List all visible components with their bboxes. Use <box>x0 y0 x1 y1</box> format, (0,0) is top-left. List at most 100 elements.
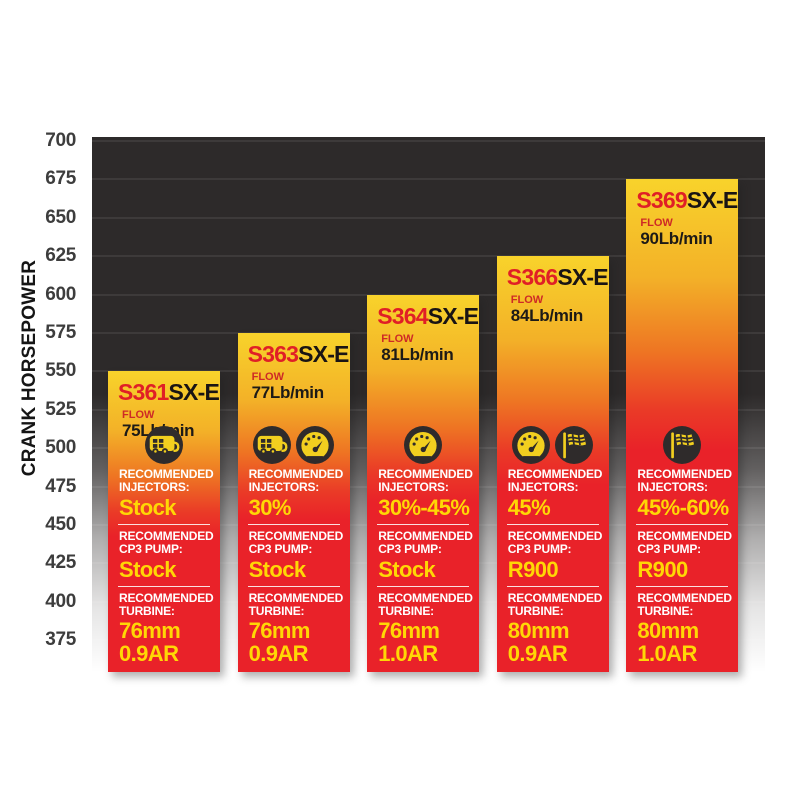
turbo-bar-s369: S369SX-E FLOW 90Lb/min RECOMMENDED INJEC… <box>626 179 739 672</box>
cp3-spec: RECOMMENDED CP3 PUMP: R900 <box>497 529 609 582</box>
turbo-bar-s364: S364SX-E FLOW 81Lb/min RECOMMENDED INJEC… <box>367 294 480 672</box>
injectors-value: 30%-45% <box>378 494 470 520</box>
injectors-value: 30% <box>248 495 292 520</box>
turbine-label: RECOMMENDED TURBINE: <box>507 590 603 618</box>
injectors-label: RECOMMENDED INJECTORS: <box>637 466 732 494</box>
cp3-label: RECOMMENDED CP3 PUMP: <box>637 528 732 556</box>
turbine-size: 76mm <box>248 618 311 643</box>
cp3-label: RECOMMENDED CP3 PUMP: <box>119 528 214 556</box>
cp3-spec: RECOMMENDED CP3 PUMP: Stock <box>108 528 220 582</box>
flag-icon <box>663 425 702 464</box>
icon-row <box>238 426 350 464</box>
bar-specs: RECOMMENDED INJECTORS: 45% RECOMMENDED C… <box>497 425 609 672</box>
turbine-spec: RECOMMENDED TURBINE: 76mm 1.0AR <box>367 590 479 664</box>
injectors-label: RECOMMENDED INJECTORS: <box>507 466 603 494</box>
bar-specs: RECOMMENDED INJECTORS: 30% RECOMMENDED C… <box>238 426 350 672</box>
y-tick-label: 700 <box>45 130 76 151</box>
bar-header: S364SX-E FLOW 81Lb/min <box>367 295 479 364</box>
y-tick-label: 550 <box>45 360 76 382</box>
turbine-label: RECOMMENDED TURBINE: <box>378 590 473 618</box>
flag-icon <box>555 425 594 464</box>
divider <box>118 585 210 587</box>
model-number: S364 <box>377 302 428 329</box>
model-title: S369SX-E <box>636 187 738 214</box>
y-tick-label: 400 <box>45 590 76 612</box>
injectors-value: 45% <box>507 494 551 520</box>
y-tick-label: 625 <box>45 245 76 267</box>
turbo-bar-s361: S361SX-E FLOW 75Lb/min RECOMMENDED INJEC… <box>108 371 220 672</box>
model-title: S361SX-E <box>118 379 220 406</box>
y-tick-label: 425 <box>45 552 76 574</box>
turbine-spec: RECOMMENDED TURBINE: 80mm 1.0AR <box>626 590 738 666</box>
model-series: SX-E <box>557 264 608 291</box>
cp3-label: RECOMMENDED CP3 PUMP: <box>248 529 344 556</box>
y-tick-label: 600 <box>45 283 76 305</box>
turbo-bar-s363: S363SX-E FLOW 77Lb/min RECOMMENDED INJEC… <box>237 333 350 672</box>
gauge-icon <box>296 426 335 464</box>
cp3-value: Stock <box>119 556 177 582</box>
bar-specs: RECOMMENDED INJECTORS: 30%-45% RECOMMEND… <box>367 425 479 672</box>
divider <box>506 523 599 525</box>
icon-row <box>626 425 738 464</box>
gauge-icon <box>404 425 443 464</box>
divider <box>247 586 340 587</box>
y-tick-label: 650 <box>45 206 76 228</box>
injectors-value: Stock <box>119 494 177 520</box>
turbine-ar: 1.0AR <box>637 640 697 666</box>
y-tick-label: 525 <box>45 398 76 420</box>
icon-row <box>108 425 220 464</box>
cp3-spec: RECOMMENDED CP3 PUMP: R900 <box>626 528 738 581</box>
model-series: SX-E <box>686 187 738 214</box>
turbo-bar-s366: S366SX-E FLOW 84Lb/min RECOMMENDED INJEC… <box>496 256 609 672</box>
model-number: S366 <box>506 264 558 291</box>
cp3-value: Stock <box>378 556 436 582</box>
cp3-value: Stock <box>248 557 307 582</box>
y-tick-label: 450 <box>45 514 76 535</box>
injectors-label: RECOMMENDED INJECTORS: <box>248 467 344 494</box>
rv-icon <box>253 426 292 464</box>
rv-icon <box>145 425 183 464</box>
flow-label: FLOW <box>640 217 673 230</box>
flow-value: 84Lb/min <box>510 306 584 326</box>
plot-area: S361SX-E FLOW 75Lb/min RECOMMENDED INJEC… <box>92 137 765 672</box>
bar-specs: RECOMMENDED INJECTORS: 45%-60% RECOMMEND… <box>626 425 738 672</box>
model-number: S369 <box>636 187 687 214</box>
divider <box>377 585 470 587</box>
divider <box>636 585 729 587</box>
turbine-label: RECOMMENDED TURBINE: <box>637 590 732 618</box>
y-tick-label: 675 <box>45 168 76 190</box>
injectors-spec: RECOMMENDED INJECTORS: 30%-45% <box>367 466 479 520</box>
y-tick-label: 500 <box>45 437 76 459</box>
model-number: S361 <box>118 379 169 406</box>
bar-header: S369SX-E FLOW 90Lb/min <box>626 179 738 248</box>
turbine-size: 80mm <box>507 617 570 643</box>
injectors-label: RECOMMENDED INJECTORS: <box>119 466 214 494</box>
injectors-spec: RECOMMENDED INJECTORS: 45%-60% <box>626 466 738 520</box>
bar-header: S361SX-E FLOW 75Lb/min <box>108 371 220 440</box>
y-tick-label: 375 <box>45 629 76 651</box>
model-series: SX-E <box>168 379 220 406</box>
turbine-spec: RECOMMENDED TURBINE: 76mm 0.9AR <box>238 592 350 666</box>
turbine-size: 76mm <box>378 617 440 643</box>
model-series: SX-E <box>427 302 479 329</box>
turbine-spec: RECOMMENDED TURBINE: 76mm 0.9AR <box>108 591 220 666</box>
flow-label: FLOW <box>381 332 414 345</box>
cp3-spec: RECOMMENDED CP3 PUMP: Stock <box>367 528 479 582</box>
turbine-ar: 0.9AR <box>119 640 179 666</box>
turbine-size: 80mm <box>637 617 699 643</box>
injectors-value: 45%-60% <box>637 494 729 520</box>
y-tick-label: 475 <box>45 475 76 497</box>
injectors-label: RECOMMENDED INJECTORS: <box>378 466 473 494</box>
bar-header: S366SX-E FLOW 84Lb/min <box>497 256 609 325</box>
model-title: S366SX-E <box>506 264 609 291</box>
model-title: S363SX-E <box>248 342 350 366</box>
divider <box>506 585 599 587</box>
turbine-ar: 0.9AR <box>248 641 309 666</box>
icon-row <box>497 425 609 464</box>
injectors-spec: RECOMMENDED INJECTORS: Stock <box>108 466 220 520</box>
cp3-value: R900 <box>507 556 559 582</box>
flow-label: FLOW <box>122 409 155 422</box>
bar-header: S363SX-E FLOW 77Lb/min <box>238 333 350 402</box>
cp3-label: RECOMMENDED CP3 PUMP: <box>378 528 473 556</box>
